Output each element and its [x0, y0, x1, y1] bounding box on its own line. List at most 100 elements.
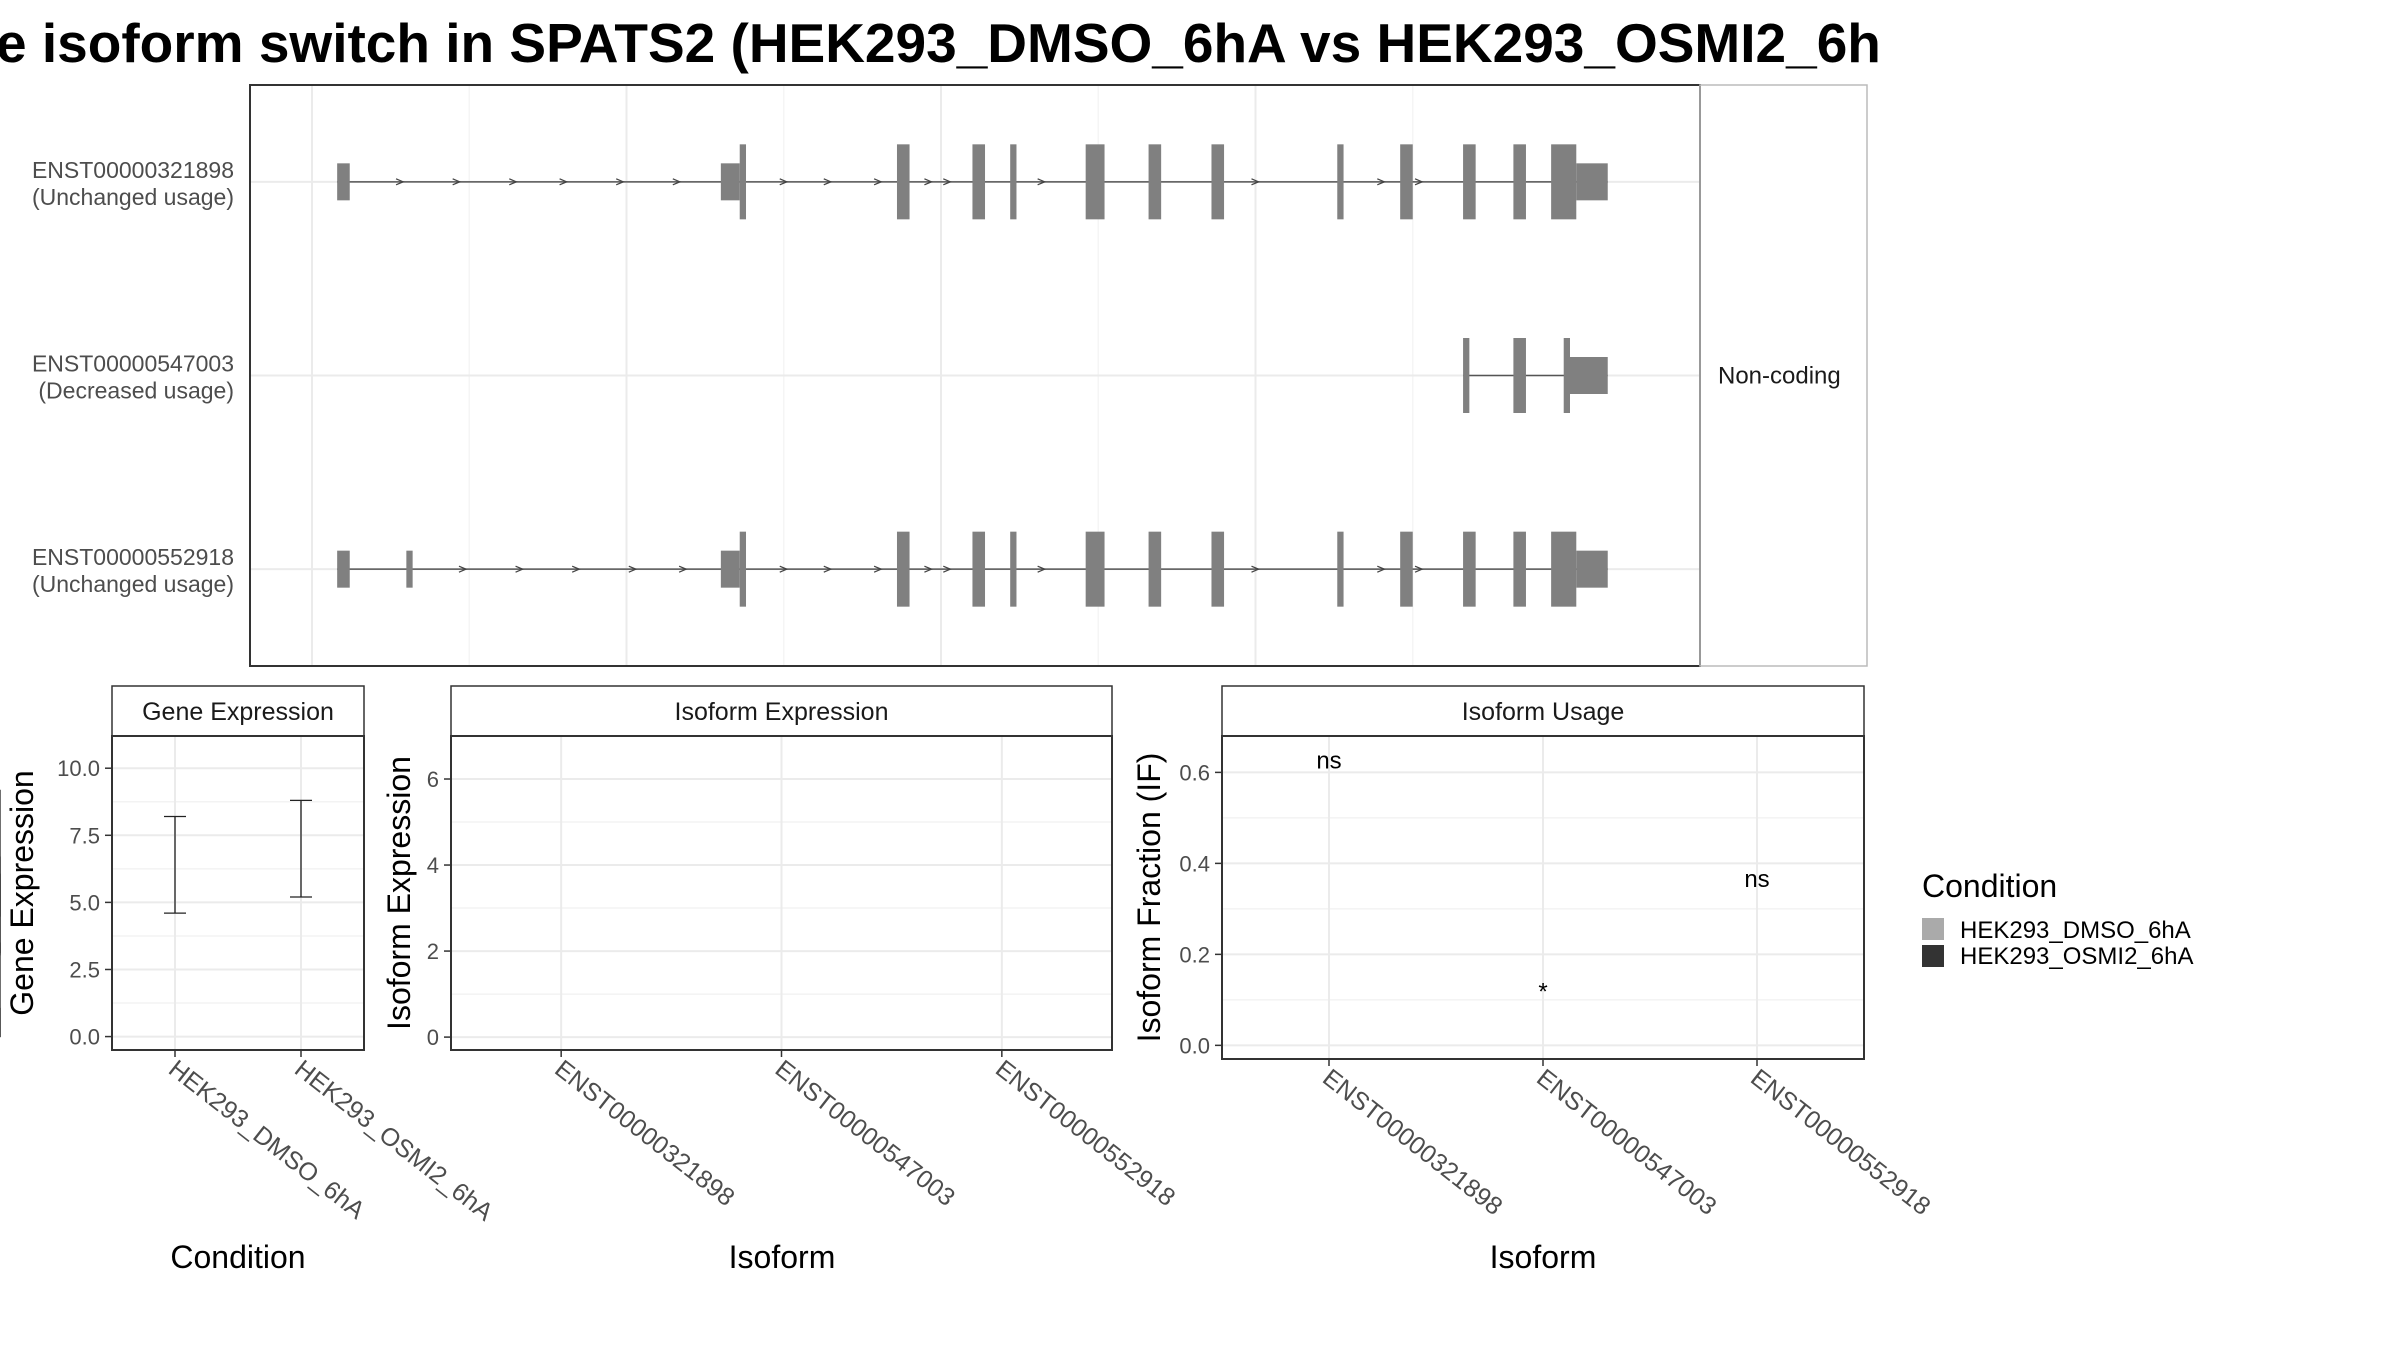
- x-tick-label: ENST00000547003: [1531, 1064, 1721, 1221]
- exon-block: [1463, 531, 1476, 607]
- intron-direction-arrow: [678, 565, 688, 573]
- exon-block: [406, 550, 413, 588]
- intron-direction-arrow: [571, 565, 581, 573]
- significance-label: *: [1538, 978, 1547, 1005]
- x-tick-label: HEK293_OSMI2_6hA: [289, 1055, 498, 1227]
- intron-direction-arrow: [615, 178, 625, 186]
- intron-direction-arrow: [1414, 565, 1424, 573]
- intron-direction-arrow: [395, 178, 405, 186]
- intron-direction-arrow: [509, 178, 518, 186]
- transcript-usage-label: (Unchanged usage): [32, 571, 234, 597]
- exon-block: [972, 531, 986, 607]
- intron-direction-arrow: [924, 565, 934, 573]
- exon-block: [1337, 144, 1344, 220]
- x-tick-label: ENST00000321898: [1317, 1064, 1507, 1221]
- exon-block: [1570, 357, 1608, 394]
- x-axis-title: Condition: [170, 1239, 305, 1275]
- exon-block: [1085, 144, 1105, 220]
- intron-direction-arrow: [873, 178, 883, 186]
- exon-block: [1010, 144, 1017, 220]
- y-tick-label: 0.2: [1179, 942, 1210, 967]
- facet-label: Non-coding: [1718, 363, 1841, 390]
- intron-direction-arrow: [559, 178, 569, 186]
- exon-block: [1211, 144, 1225, 220]
- intron-direction-arrow: [672, 178, 682, 186]
- y-tick-label: 10.0: [57, 756, 100, 781]
- exon-block: [1576, 163, 1608, 201]
- transcript-usage-label: (Unchanged usage): [32, 184, 234, 210]
- legend-label-osmi2: HEK293_OSMI2_6hA: [1960, 943, 2193, 970]
- intron-direction-arrow: [823, 565, 833, 573]
- y-axis-title: Isoform Fraction (IF): [1131, 753, 1167, 1043]
- y-tick-label: 5.0: [69, 890, 100, 915]
- x-tick-label: ENST00000321898: [549, 1055, 739, 1212]
- transcript-structure-panel: ENST00000321898(Unchanged usage)ENST0000…: [32, 84, 1868, 667]
- panel-strip-label: Isoform Expression: [675, 698, 889, 726]
- x-tick-label: ENST00000547003: [770, 1055, 960, 1212]
- exon-block: [1576, 550, 1608, 588]
- legend-key-dmso: [1922, 918, 1944, 940]
- intron-direction-arrow: [873, 565, 883, 573]
- intron-direction-arrow: [943, 178, 952, 186]
- y-tick-label: 2: [427, 939, 439, 964]
- transcript-id-label: ENST00000547003: [32, 351, 234, 377]
- exon-block: [1337, 531, 1344, 607]
- intron-direction-arrow: [823, 178, 833, 186]
- exon-block: [739, 531, 747, 607]
- intron-direction-arrow: [779, 178, 789, 186]
- transcript-id-label: ENST00000552918: [32, 544, 234, 570]
- intron-direction-arrow: [1414, 178, 1424, 186]
- intron-direction-arrow: [1037, 178, 1047, 186]
- gene-expression-panel: Gene Expression0.02.55.07.510.0HEK293_DM…: [4, 685, 498, 1275]
- exon-block: [1010, 531, 1017, 607]
- exon-block: [1551, 144, 1577, 220]
- legend-title: Condition: [1922, 868, 2057, 904]
- significance-label: ns: [1744, 866, 1769, 893]
- intron-direction-arrow: [452, 178, 462, 186]
- exon-block: [739, 144, 747, 220]
- intron-direction-arrow: [943, 565, 952, 573]
- condition-legend: Condition HEK293_DMSO_6hA HEK293_OSMI2_6…: [1922, 868, 2193, 970]
- intron-direction-arrow: [1377, 178, 1386, 186]
- y-tick-label: 0.0: [69, 1025, 100, 1050]
- figure-title: e isoform switch in SPATS2 (HEK293_DMSO_…: [0, 12, 1881, 74]
- exon-block: [1148, 531, 1162, 607]
- exon-block: [1085, 531, 1105, 607]
- exon-block: [1551, 531, 1577, 607]
- y-tick-label: 0.4: [1179, 851, 1210, 876]
- y-tick-label: 4: [427, 853, 439, 878]
- facet-strip: [1699, 84, 1868, 667]
- exon-block: [337, 550, 350, 588]
- panel-background: [112, 736, 364, 1050]
- exon-block: [720, 550, 740, 588]
- exon-block: [1563, 338, 1570, 413]
- intron-direction-arrow: [779, 565, 789, 573]
- isoform-usage-panel: Isoform Usage 0.0 0.2 0.4 0.6 ns * ns ENST000003…: [1131, 685, 1936, 1275]
- intron-direction-arrow: [1377, 565, 1386, 573]
- legend-label-dmso: HEK293_DMSO_6hA: [1960, 917, 2191, 944]
- intron-direction-arrow: [515, 565, 525, 573]
- y-tick-label: 0.6: [1179, 760, 1210, 785]
- panel-strip: [1221, 685, 1865, 737]
- panel-strip: [450, 685, 1113, 737]
- exon-block: [1400, 531, 1413, 607]
- exon-block: [720, 163, 740, 201]
- exon-block: [1463, 338, 1470, 413]
- transcript-id-label: ENST00000321898: [32, 157, 234, 183]
- y-tick-label: 0.0: [1179, 1033, 1210, 1058]
- intron-direction-arrow: [458, 565, 468, 573]
- exon-block: [896, 531, 910, 607]
- exon-block: [896, 144, 910, 220]
- y-tick-label: 0: [427, 1025, 439, 1050]
- x-tick-label: ENST00000552918: [990, 1055, 1180, 1212]
- intron-direction-arrow: [924, 178, 934, 186]
- exon-block: [1463, 144, 1476, 220]
- exon-block: [1148, 144, 1162, 220]
- exon-block: [1513, 531, 1526, 607]
- panel-border: [111, 735, 365, 1051]
- exon-block: [337, 163, 350, 201]
- exon-block: [1400, 144, 1413, 220]
- y-tick-label: 6: [427, 767, 439, 792]
- y-tick-label: 2.5: [69, 957, 100, 982]
